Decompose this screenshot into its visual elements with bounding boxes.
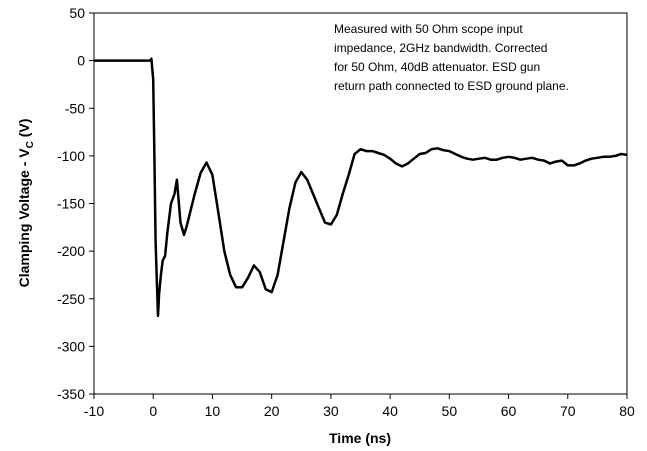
x-tick-label: 50 [442,403,458,419]
x-tick-label: 70 [560,403,576,419]
x-tick-label: 30 [323,403,339,419]
y-tick-label: -150 [57,196,85,212]
x-tick-label: -10 [84,403,104,419]
annotation-line-3: for 50 Ohm, 40dB attenuator. ESD gun [334,60,540,74]
y-tick-label: 0 [77,53,85,69]
x-tick-label: 20 [264,403,280,419]
y-tick-label: -300 [57,338,85,354]
x-axis-title: Time (ns) [329,430,391,446]
x-tick-label: 0 [149,403,157,419]
x-tick-label: 80 [619,403,635,419]
x-axis-ticks: -10 0 10 20 30 40 50 60 70 80 [84,394,635,419]
x-tick-label: 10 [205,403,221,419]
y-tick-label: -100 [57,148,85,164]
y-axis-title-subscript: C [25,141,36,148]
y-tick-label: -250 [57,291,85,307]
annotation-line-2: impedance, 2GHz bandwidth. Corrected [334,41,547,55]
y-tick-label: -200 [57,243,85,259]
annotation-box: Measured with 50 Ohm scope input impedan… [334,22,569,93]
y-axis-title: Clamping Voltage - VC (V) [16,119,36,288]
x-tick-label: 40 [382,403,398,419]
x-tick-label: 60 [501,403,517,419]
y-axis-title-main: Clamping Voltage - V [16,148,32,288]
series-layer [94,57,628,318]
y-tick-label: 50 [69,5,85,21]
series-line [94,57,628,318]
y-tick-label: -350 [57,386,85,402]
y-tick-label: -50 [65,100,85,116]
y-axis-ticks: 50 0 -50 -100 -150 -200 -250 -300 -350 [57,5,94,402]
plot-area [93,12,628,395]
y-axis-title-unit: (V) [16,119,32,142]
annotation-line-1: Measured with 50 Ohm scope input [334,22,523,36]
annotation-line-4: return path connected to ESD ground plan… [334,79,569,93]
